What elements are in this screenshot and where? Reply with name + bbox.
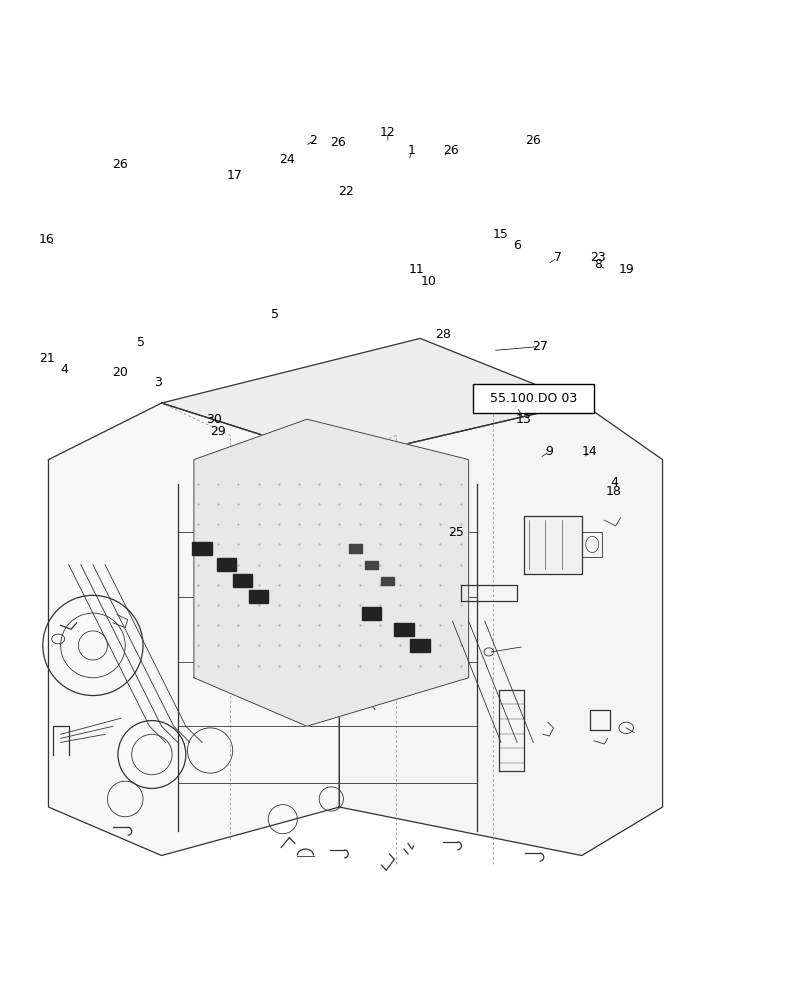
Text: 22: 22 — [338, 185, 354, 198]
Bar — [365, 561, 378, 569]
Bar — [410, 639, 430, 652]
Text: 17: 17 — [226, 169, 242, 182]
Text: 13: 13 — [516, 413, 532, 426]
Bar — [192, 542, 212, 555]
Text: 21: 21 — [39, 352, 55, 365]
Text: 5: 5 — [137, 336, 145, 349]
Text: 2: 2 — [309, 134, 318, 147]
Text: 16: 16 — [39, 233, 55, 246]
Text: 1: 1 — [408, 144, 416, 157]
Text: 4: 4 — [610, 476, 618, 489]
Text: 55.100.DO 03: 55.100.DO 03 — [490, 392, 577, 405]
Text: 26: 26 — [443, 144, 459, 157]
Text: 14: 14 — [582, 445, 598, 458]
Text: 12: 12 — [380, 126, 396, 139]
Text: 28: 28 — [435, 328, 451, 341]
Text: 29: 29 — [210, 425, 226, 438]
Bar — [217, 558, 236, 571]
Text: 19: 19 — [618, 263, 634, 276]
Text: 11: 11 — [408, 263, 424, 276]
Text: 6: 6 — [513, 239, 521, 252]
Text: 26: 26 — [330, 136, 346, 149]
Bar — [249, 590, 268, 603]
Text: 5: 5 — [271, 308, 279, 321]
Polygon shape — [48, 403, 339, 856]
Text: 18: 18 — [606, 485, 622, 498]
Text: 30: 30 — [206, 413, 222, 426]
Text: 27: 27 — [532, 340, 548, 353]
Text: 20: 20 — [112, 366, 128, 379]
Text: 23: 23 — [590, 251, 606, 264]
Text: 10: 10 — [420, 275, 436, 288]
FancyBboxPatch shape — [473, 384, 594, 413]
Text: 24: 24 — [279, 153, 295, 166]
Polygon shape — [524, 516, 582, 574]
Text: 26: 26 — [112, 158, 128, 171]
Text: 26: 26 — [525, 134, 541, 147]
Polygon shape — [194, 419, 469, 726]
Bar — [349, 544, 362, 553]
Text: 9: 9 — [545, 445, 553, 458]
Bar — [394, 623, 414, 636]
Text: 3: 3 — [154, 376, 162, 389]
Bar — [381, 577, 394, 585]
Text: 25: 25 — [448, 526, 465, 539]
Bar — [233, 574, 252, 587]
Text: 15: 15 — [493, 228, 509, 241]
Text: 7: 7 — [553, 251, 562, 264]
Bar — [362, 607, 381, 620]
Polygon shape — [339, 403, 663, 856]
Text: 4: 4 — [61, 363, 69, 376]
Polygon shape — [162, 338, 582, 460]
Text: 8: 8 — [594, 258, 602, 271]
